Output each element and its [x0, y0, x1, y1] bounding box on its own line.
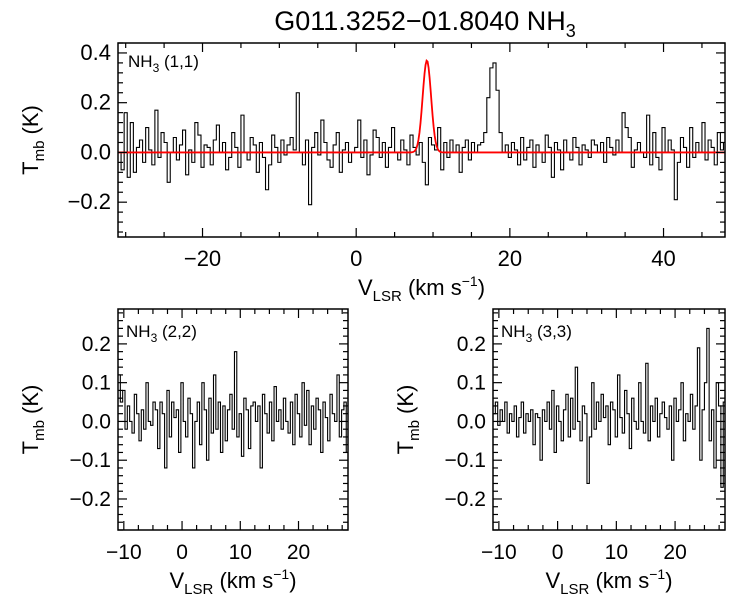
y-axis-label-main: T — [18, 441, 43, 454]
y-axis-label-unit: (K) — [18, 385, 43, 420]
y-axis-label: Tmb (K) — [18, 385, 48, 455]
panel-bottom-left: −10 0 10 20 −0.2 −0.1 0.0 0.1 0.2 NH3 (2,2) VLSR (… — [18, 308, 349, 598]
y-tick-label: −0.2 — [68, 189, 111, 214]
x-axis-label-subscript: LSR — [184, 581, 213, 598]
x-axis-label-unit: (km s — [589, 568, 649, 593]
figure-title-text: G011.3252−01.8040 NH — [274, 6, 565, 36]
x-axis-label-unit: (km s — [402, 275, 462, 300]
y-tick-label: −0.1 — [70, 449, 111, 472]
gaussian-fit-line — [118, 58, 725, 154]
x-tick-label: 20 — [287, 541, 310, 564]
x-axis-label-superscript: −1 — [649, 566, 665, 582]
y-tick-label: 0.0 — [80, 139, 111, 164]
y-tick-label: 0.2 — [82, 333, 111, 356]
x-tick-label: −10 — [106, 541, 142, 564]
panel-bottom-right: −10 0 10 20 −0.2 −0.1 0.0 0.1 0.2 NH3 (3,3) VLSR (… — [393, 308, 726, 598]
y-axis-label: Tmb (K) — [18, 105, 48, 175]
y-axis-label-unit: (K) — [393, 385, 418, 420]
x-tick-label: 0 — [350, 246, 362, 271]
y-tick-label: 0.0 — [457, 410, 486, 433]
panel-label-transition: (1,1) — [159, 52, 199, 71]
y-tick-label: 0.1 — [82, 372, 111, 395]
y-tick-label: 0.2 — [80, 90, 111, 115]
y-tick-label: −0.2 — [70, 488, 111, 511]
x-axis-label-superscript: −1 — [462, 273, 478, 289]
y-axis-label-main: T — [18, 161, 43, 174]
y-tick-label: 0.2 — [457, 333, 486, 356]
panel-label-text: NH — [126, 322, 151, 341]
x-tick-label: 20 — [498, 246, 522, 271]
figure-title-subscript: 3 — [566, 21, 576, 41]
y-axis-label-subscript: mb — [31, 141, 48, 162]
panel-label-transition: (2,2) — [157, 322, 197, 341]
spectrum-line-top — [118, 62, 725, 206]
x-axis-label-subscript: LSR — [560, 581, 589, 598]
spectrum-line-bottom-left — [118, 351, 348, 469]
x-axis-label-main: V — [358, 275, 373, 300]
x-axis-label-main: V — [169, 568, 184, 593]
y-axis-label-subscript: mb — [31, 420, 48, 441]
y-tick-label: 0.4 — [80, 40, 111, 65]
panel-top: −20 0 20 40 −0.2 0.0 0.2 0.4 NH3 (1,1) VLSR (km s… — [18, 40, 726, 305]
y-axis-label-unit: (K) — [18, 105, 43, 140]
x-axis-label-close: ) — [665, 568, 672, 593]
y-tick-label: 0.0 — [82, 410, 111, 433]
y-tick-label: −0.1 — [445, 449, 486, 472]
x-axis-label-subscript: LSR — [373, 288, 402, 305]
y-axis-label: Tmb (K) — [393, 385, 423, 455]
x-axis-label-close: ) — [478, 275, 485, 300]
y-tick-label: −0.2 — [445, 488, 486, 511]
plot-frame-bottom-left — [117, 308, 349, 531]
figure-title: G011.3252−01.8040 NH3 — [274, 6, 576, 41]
panel-label-subscript: 3 — [526, 331, 533, 345]
x-tick-label: −10 — [481, 541, 517, 564]
x-tick-label: −20 — [184, 246, 221, 271]
panel-label-bottom-right: NH3 (3,3) — [501, 322, 572, 345]
y-axis-label-subscript: mb — [406, 420, 423, 441]
x-axis-label-main: V — [545, 568, 560, 593]
panel-label-top: NH3 (1,1) — [128, 52, 199, 75]
panel-label-transition: (3,3) — [532, 322, 572, 341]
x-axis-label: VLSR (km s−1) — [545, 566, 672, 598]
x-tick-label: 40 — [651, 246, 675, 271]
spectrum-line-bottom-right — [493, 327, 725, 488]
plot-frame-top — [117, 42, 726, 238]
x-tick-label: 20 — [663, 541, 686, 564]
plot-frame-bottom-right — [492, 308, 726, 531]
panel-label-text: NH — [128, 52, 153, 71]
x-axis-label: VLSR (km s−1) — [169, 566, 296, 598]
panels-group: −20 0 20 40−0.20.00.20.4 NH3 (1,1)VLSR (km s… — [18, 40, 726, 598]
panel-label-subscript: 3 — [153, 61, 160, 75]
panel-label-subscript: 3 — [151, 331, 158, 345]
y-axis-label-main: T — [393, 441, 418, 454]
x-tick-label: 0 — [176, 541, 188, 564]
panel-label-text: NH — [501, 322, 526, 341]
x-tick-label: 0 — [552, 541, 564, 564]
x-axis-label-superscript: −1 — [273, 566, 289, 582]
x-axis-label-unit: (km s — [213, 568, 273, 593]
panel-label-bottom-left: NH3 (2,2) — [126, 322, 197, 345]
x-tick-label: 10 — [229, 541, 252, 564]
x-axis-label-close: ) — [289, 568, 296, 593]
x-axis-label: VLSR (km s−1) — [358, 273, 485, 305]
x-tick-label: 10 — [605, 541, 628, 564]
y-tick-label: 0.1 — [457, 372, 486, 395]
